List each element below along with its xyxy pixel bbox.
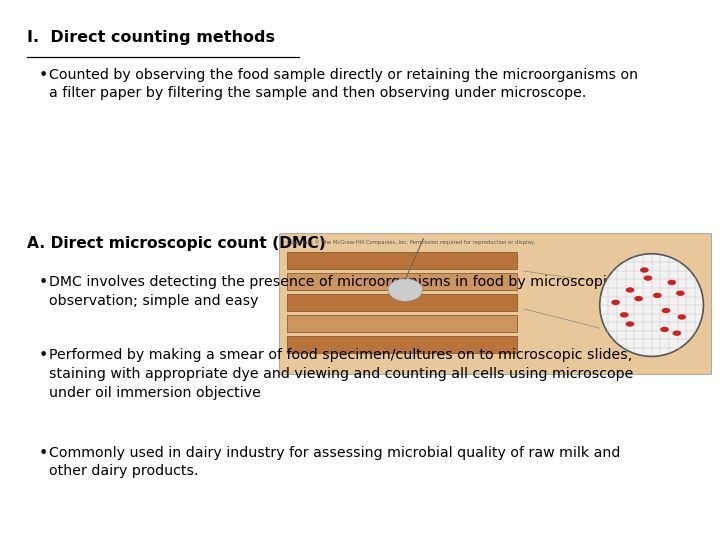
Ellipse shape: [600, 254, 703, 356]
Text: I.  Direct counting methods: I. Direct counting methods: [27, 30, 275, 45]
Bar: [279, 233, 711, 374]
Ellipse shape: [644, 275, 652, 281]
FancyBboxPatch shape: [287, 336, 517, 353]
FancyBboxPatch shape: [287, 294, 517, 311]
Ellipse shape: [634, 296, 643, 301]
Ellipse shape: [676, 291, 685, 296]
Ellipse shape: [667, 280, 676, 285]
Text: A. Direct microscopic count (DMC): A. Direct microscopic count (DMC): [27, 236, 326, 251]
Text: •: •: [38, 446, 48, 461]
Ellipse shape: [672, 330, 681, 336]
Text: Counted by observing the food sample directly or retaining the microorganisms on: Counted by observing the food sample dir…: [49, 68, 638, 100]
FancyBboxPatch shape: [287, 273, 517, 290]
Ellipse shape: [620, 312, 629, 318]
Text: •: •: [38, 68, 48, 83]
Text: •: •: [38, 348, 48, 363]
Ellipse shape: [611, 300, 620, 305]
Ellipse shape: [653, 293, 662, 298]
Text: DMC involves detecting the presence of microorganisms in food by microscopic
obs: DMC involves detecting the presence of m…: [49, 275, 615, 308]
Ellipse shape: [388, 279, 423, 301]
Ellipse shape: [678, 314, 686, 320]
Ellipse shape: [626, 287, 634, 293]
Text: Copyright © The McGraw-Hill Companies, Inc. Permission required for reproduction: Copyright © The McGraw-Hill Companies, I…: [287, 240, 534, 245]
FancyBboxPatch shape: [287, 252, 517, 269]
Ellipse shape: [662, 308, 670, 313]
FancyBboxPatch shape: [287, 315, 517, 332]
Text: Performed by making a smear of food specimen/cultures on to microscopic slides,
: Performed by making a smear of food spec…: [49, 348, 634, 400]
Ellipse shape: [660, 327, 669, 332]
Text: •: •: [38, 275, 48, 291]
Ellipse shape: [640, 267, 649, 273]
Text: Commonly used in dairy industry for assessing microbial quality of raw milk and
: Commonly used in dairy industry for asse…: [49, 446, 621, 478]
Ellipse shape: [626, 321, 634, 327]
